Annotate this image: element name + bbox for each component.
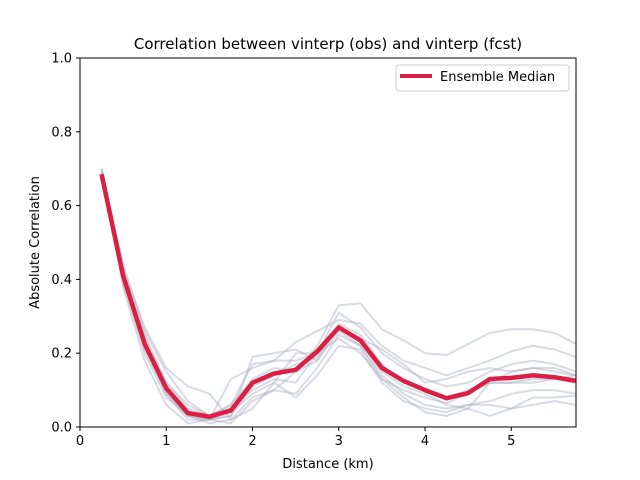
plot-frame bbox=[79, 57, 577, 428]
member-line-4 bbox=[100, 172, 577, 425]
x-tick-label: 2 bbox=[248, 434, 256, 449]
y-tick-label: 0.8 bbox=[51, 125, 72, 140]
x-axis-label: Distance (km) bbox=[282, 457, 373, 472]
y-axis-ticks: 0.0 0.2 0.4 0.6 0.8 1.0 bbox=[51, 52, 80, 436]
x-tick-label: 4 bbox=[421, 434, 429, 449]
member-line-5 bbox=[100, 168, 577, 418]
y-tick-label: 0.4 bbox=[51, 273, 72, 288]
ensemble-median bbox=[99, 173, 577, 419]
y-axis-label: Absolute Correlation bbox=[28, 176, 43, 309]
x-tick-label: 5 bbox=[507, 434, 515, 449]
member-line-1 bbox=[100, 172, 577, 418]
member-line-2 bbox=[100, 172, 577, 425]
median-line bbox=[99, 173, 577, 419]
member-line-9 bbox=[100, 172, 577, 418]
y-tick-label: 0.6 bbox=[51, 199, 72, 214]
y-tick-label: 0.0 bbox=[51, 421, 72, 436]
y-tick-label: 0.2 bbox=[51, 347, 72, 362]
x-tick-label: 3 bbox=[335, 434, 343, 449]
x-axis-ticks: 0 1 2 3 4 5 bbox=[76, 427, 515, 449]
legend-box bbox=[395, 64, 570, 92]
x-tick-label: 1 bbox=[162, 434, 170, 449]
member-line-7 bbox=[100, 172, 577, 425]
x-tick-label: 0 bbox=[76, 434, 84, 449]
y-tick-label: 1.0 bbox=[51, 52, 72, 67]
legend-label-median: Ensemble Median bbox=[440, 70, 555, 85]
legend: Ensemble Median bbox=[395, 64, 570, 92]
chart-title: Correlation between vinterp (obs) and vi… bbox=[134, 35, 522, 53]
